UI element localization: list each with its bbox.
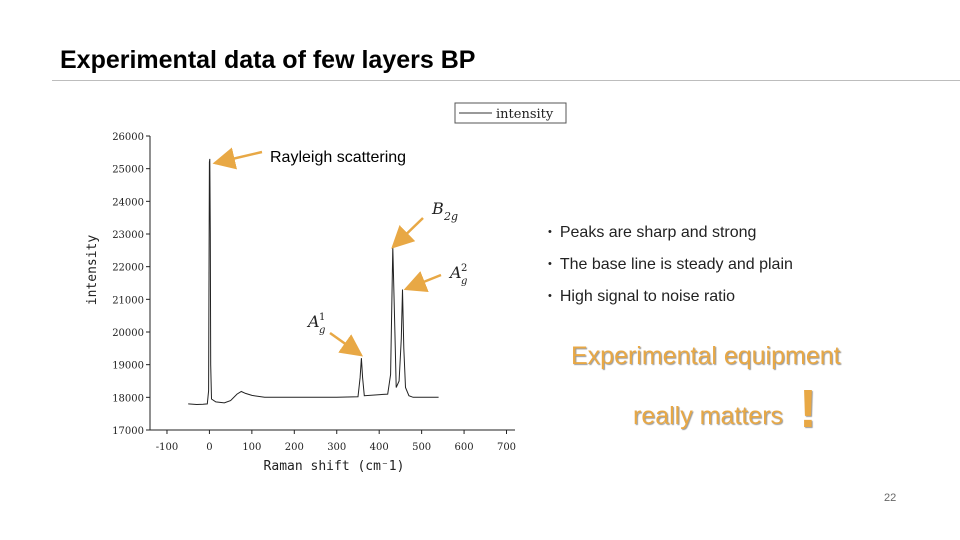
svg-text:B: B [431,199,444,218]
y-tick-label: 19000 [112,361,144,372]
bullet-item: • Peaks are sharp and strong [548,222,793,254]
y-tick-label: 25000 [112,165,144,176]
svg-text:1: 1 [319,312,325,323]
svg-text:A: A [448,263,462,282]
svg-text:2: 2 [461,263,467,274]
x-tick-label: -100 [156,442,178,453]
bullet-item: • High signal to noise ratio [548,286,793,318]
highlight-line-2: really matters [633,402,784,430]
x-tick-label: 500 [412,442,431,453]
a1g-label: A 1 g [306,312,325,336]
bullet-dot-icon: • [548,258,552,270]
svg-text:g: g [461,276,467,287]
slide-title: Experimental data of few layers BP [60,46,476,74]
legend-box [454,102,567,124]
rayleigh-label: Rayleigh scattering [270,149,406,166]
y-axis-label: intensity [85,235,100,306]
y-tick-label: 17000 [112,426,144,437]
title-divider [52,80,960,81]
bullet-text: The base line is steady and plain [559,256,793,273]
bullet-dot-icon: • [548,290,552,302]
b2g-arrow [391,217,424,249]
rayleigh-arrow [212,147,263,170]
bullet-text: High signal to noise ratio [559,288,736,305]
highlight-line-1: Experimental equipment [571,342,841,370]
y-tick-label: 22000 [112,263,144,274]
a1g-arrow [329,331,364,357]
a2g-arrow [403,271,442,293]
bullet-item: • The base line is steady and plain [548,254,793,286]
bullet-text: Peaks are sharp and strong [559,224,757,241]
y-tick-label: 20000 [112,328,144,339]
x-tick-label: 300 [327,442,346,453]
x-tick-label: 700 [497,442,516,453]
page-number: 22 [884,492,897,504]
exclamation-mark: ! [799,379,817,439]
y-tick-label: 26000 [112,132,144,143]
legend-label: intensity [496,107,554,122]
y-tick-label: 21000 [112,295,144,306]
chart-ticks: -100 0 100 200 300 400 500 600 700 17000 18000 1900… [112,132,516,453]
svg-text:2g: 2g [443,210,458,223]
observation-list: • Peaks are sharp and strong • The base li… [548,222,793,318]
chart-legend: intensity [454,102,567,124]
a2g-label: A 2 g [448,263,467,287]
x-tick-label: 400 [370,442,389,453]
x-tick-label: 100 [242,442,261,453]
y-tick-label: 24000 [112,197,144,208]
x-tick-label: 200 [285,442,304,453]
x-tick-label: 600 [455,442,474,453]
chart-axes [149,136,515,431]
bullet-dot-icon: • [548,226,552,238]
y-tick-label: 18000 [112,393,144,404]
x-axis-label: Raman shift (cm⁻1) [264,459,405,474]
intensity-series-line [188,158,439,406]
y-tick-label: 23000 [112,230,144,241]
svg-text:g: g [319,325,325,336]
x-tick-label: 0 [206,442,212,453]
svg-text:A: A [306,312,320,331]
b2g-label: B 2g [431,199,458,223]
